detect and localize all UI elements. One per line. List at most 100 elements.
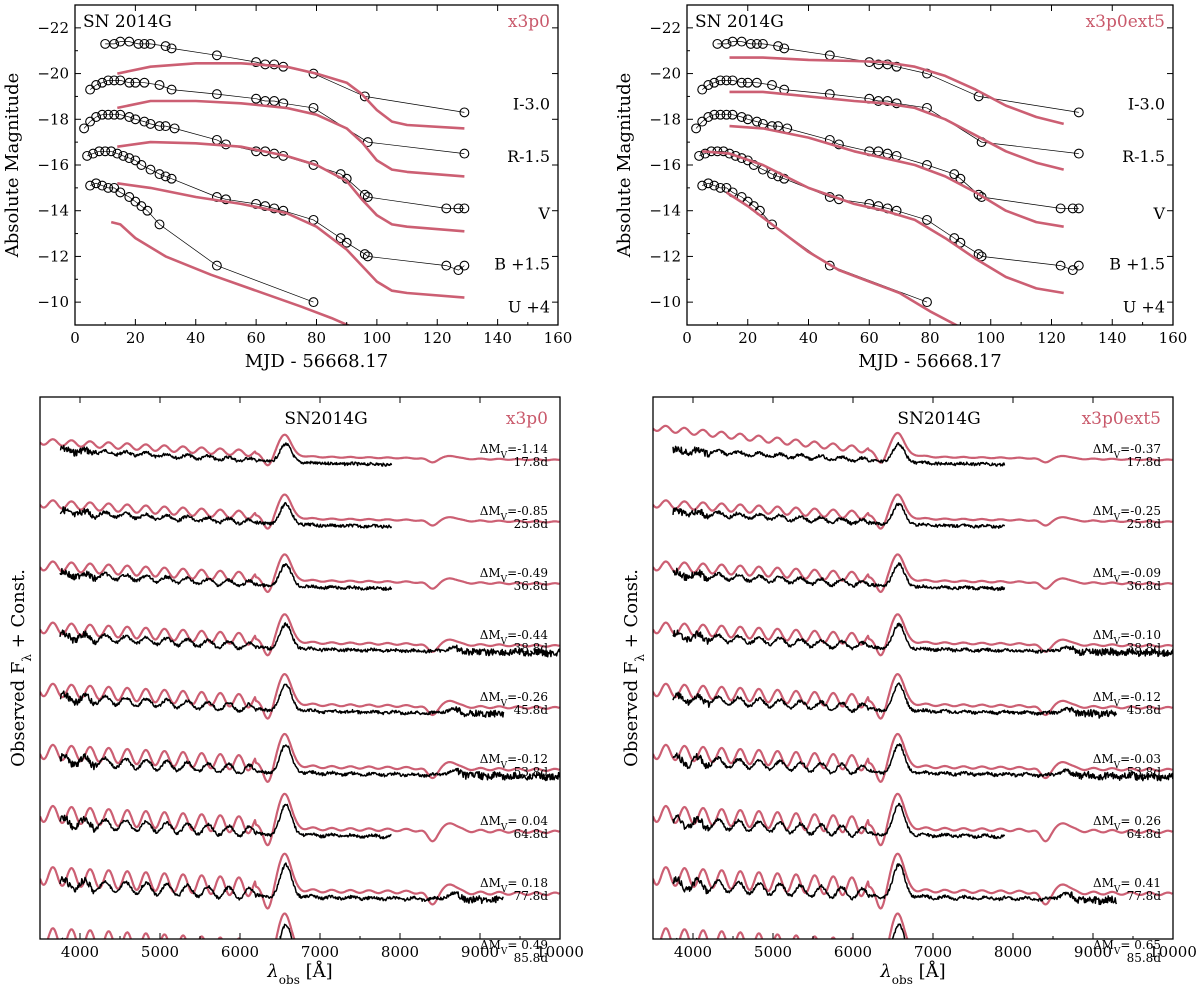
y-tick-label: −16 [649, 156, 681, 174]
delta-m-value: =-0.09 [1120, 566, 1161, 580]
x-axis-label: λobs [Å] [879, 960, 945, 987]
delta-mv-label: ΔMV=-0.12 [480, 752, 548, 771]
delta-mv-label: ΔMV= 0.41 [1093, 876, 1161, 895]
data-point [721, 38, 732, 49]
y-tick-label: −18 [649, 110, 681, 128]
data-point [882, 96, 893, 106]
plot-area [653, 424, 1173, 939]
data-point [1055, 203, 1066, 214]
delta-m-subscript: V [1113, 575, 1121, 585]
data-point [124, 77, 135, 88]
delta-m-value: = 0.18 [507, 876, 548, 890]
delta-m-symbol: ΔM [480, 690, 501, 704]
y-tick-label: −14 [37, 202, 69, 220]
data-point [124, 36, 135, 47]
data-point [139, 77, 150, 88]
model-line-7 [117, 140, 465, 233]
data-point [727, 75, 738, 86]
delta-m-value: =-0.49 [507, 566, 548, 580]
data-point [115, 187, 126, 198]
x-tick-label: 7000 [914, 943, 952, 961]
epoch-label: 25.8d [1127, 517, 1162, 531]
data-point [715, 182, 726, 193]
data-point [79, 123, 90, 134]
data-point [124, 153, 135, 164]
observed-spectrum [672, 682, 1118, 719]
observed-line-4 [702, 182, 928, 303]
model-line-5 [729, 56, 1065, 126]
model-spectrum [40, 493, 560, 530]
band-label: R-1.5 [507, 147, 550, 166]
model-spectrum [40, 852, 560, 910]
data-point [115, 109, 126, 120]
data-point [922, 297, 932, 308]
model-line-6 [117, 99, 465, 178]
lightcurve-panel-0: 0 20 40 60 80 100 120 140 160 −22 −20 −18 −16 −14 −12 −… [2, 4, 572, 372]
data-point [703, 80, 714, 90]
model-spectrum [40, 792, 560, 847]
delta-m-symbol: ΔM [1093, 690, 1114, 704]
observed-line-1 [89, 80, 465, 154]
data-point [97, 109, 108, 120]
x-axis-label-unit: [Å] [913, 960, 946, 982]
plot-area [79, 36, 470, 325]
epoch-label: 38.8d [514, 641, 549, 655]
delta-m-subscript: V [500, 699, 508, 709]
x-tick-label: 60 [247, 329, 266, 347]
delta-m-symbol: ΔM [480, 814, 501, 828]
epoch-label: 77.8d [1127, 889, 1162, 903]
band-label: R-1.5 [1122, 147, 1165, 166]
data-point [727, 109, 738, 120]
data-point [154, 80, 165, 90]
data-point [154, 121, 165, 132]
observed-spectrum [59, 442, 393, 467]
delta-m-symbol: ΔM [1093, 876, 1114, 890]
data-point [103, 182, 114, 193]
delta-m-value: =-0.12 [1120, 690, 1161, 704]
data-point [824, 260, 835, 271]
epoch-label: 36.8d [1127, 579, 1162, 593]
x-tick-label: 60 [860, 329, 879, 347]
data-point [160, 121, 171, 132]
data-point [751, 77, 762, 88]
data-point [441, 203, 452, 214]
delta-mv-label: ΔMV=-1.14 [480, 442, 549, 461]
data-point [973, 189, 984, 200]
delta-m-subscript: V [500, 637, 508, 647]
y-axis-label: Observed Fλ + Const. [8, 569, 34, 767]
delta-mv-label: ΔMV=-0.09 [1093, 566, 1161, 585]
epoch-label: 17.8d [514, 455, 549, 469]
epoch-label: 25.8d [514, 517, 549, 531]
delta-m-subscript: V [500, 513, 508, 523]
model-line-6 [729, 90, 1065, 171]
model-spectrum [653, 613, 1173, 657]
model-line-9 [110, 220, 351, 325]
y-axis-label: Absolute Magnitude [614, 73, 635, 259]
data-point [166, 173, 177, 184]
observed-line-4 [89, 182, 314, 303]
data-point [166, 43, 177, 54]
band-label: B +1.5 [1109, 254, 1165, 273]
data-point [106, 146, 117, 157]
data-point [1073, 203, 1084, 214]
data-point [922, 214, 932, 225]
band-label: I-3.0 [1128, 94, 1165, 113]
data-point [459, 203, 470, 214]
model-line-7 [729, 124, 1064, 228]
epoch-label: 53.8d [1127, 765, 1162, 779]
epoch-label: 64.8d [1127, 827, 1162, 841]
delta-mv-label: ΔMV=-0.10 [1093, 628, 1161, 647]
data-point [459, 107, 470, 118]
delta-m-subscript: V [500, 575, 508, 585]
delta-m-symbol: ΔM [480, 876, 501, 890]
data-point [169, 123, 180, 134]
epoch-label: 77.8d [514, 889, 549, 903]
delta-m-value: =-0.03 [1120, 752, 1161, 766]
delta-m-symbol: ΔM [1093, 628, 1114, 642]
data-point [1055, 260, 1066, 271]
plot-area [691, 36, 1084, 325]
data-point [109, 109, 120, 120]
delta-m-subscript: V [1113, 885, 1121, 895]
panel-title: SN 2014G [695, 12, 784, 32]
epoch-label: 36.8d [514, 579, 549, 593]
